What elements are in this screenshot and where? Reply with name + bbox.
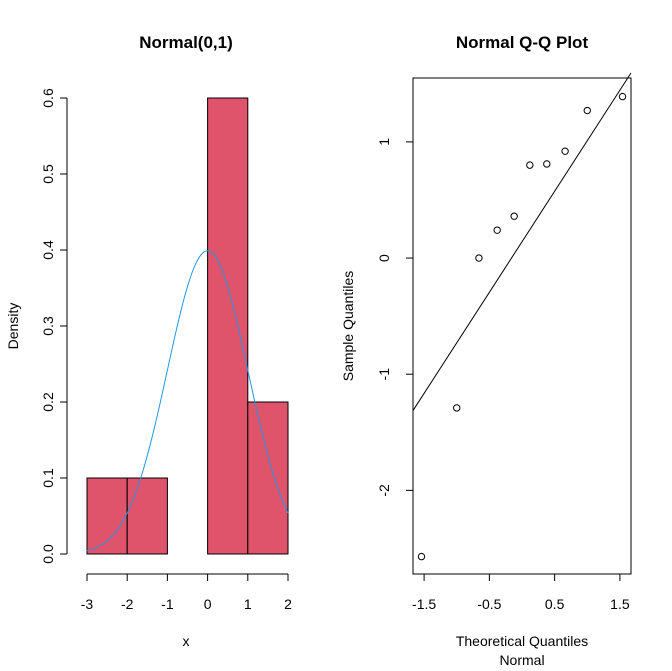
qq-y-tick-label: -1 [376, 368, 392, 381]
histogram-y-tick-label: 0.1 [40, 468, 56, 488]
qq-point-0 [417, 552, 426, 561]
histogram-y-tick-label: 0.5 [40, 164, 56, 184]
histogram-x-tick-label: 0 [204, 596, 212, 612]
histogram-y-tick-label: 0.3 [40, 316, 56, 336]
qq-x-axis: -1.5 -0.5 0.5 1.5 [412, 573, 630, 612]
histogram-bar-3 [207, 97, 249, 555]
qq-x-tick-label: -0.5 [477, 596, 501, 612]
qq-point-1 [453, 404, 461, 412]
density-curve [86, 250, 289, 552]
qq-y-label: Sample Quantiles [340, 271, 356, 382]
qq-x-tick-label: 0.5 [545, 596, 565, 612]
histogram-x-tick-label: -3 [81, 596, 94, 612]
qq-y-tick-label: 1 [376, 138, 392, 146]
histogram-bar-4 [247, 401, 289, 555]
histogram-x-tick-label: 2 [284, 596, 292, 612]
histogram-x-label: x [183, 633, 190, 649]
histogram-y-label: Density [5, 303, 21, 350]
qq-point-9 [618, 92, 627, 101]
histogram-title: Normal(0,1) [139, 33, 233, 52]
histogram-x-tick-label: 1 [244, 596, 252, 612]
qq-title: Normal Q-Q Plot [456, 33, 589, 52]
qq-plot-box [412, 77, 632, 575]
histogram-x-tick-label: -2 [121, 596, 134, 612]
qq-x-tick-label: -1.5 [412, 596, 436, 612]
qq-reference-line [412, 72, 632, 411]
qq-point-5 [526, 161, 534, 169]
histogram-panel: Normal(0,1) x Density -3 -2 -1 0 1 2 0.00.10.… [5, 33, 292, 649]
qq-points [417, 92, 627, 561]
qq-x-tick-label: 1.5 [610, 596, 630, 612]
histogram-x-tick-label: -1 [161, 596, 174, 612]
histogram-y-tick-label: 0.4 [40, 240, 56, 260]
histogram-x-axis: -3 -2 -1 0 1 2 [81, 573, 292, 612]
qq-point-7 [561, 147, 569, 155]
qq-x-label: Theoretical Quantiles [456, 633, 588, 649]
histogram-y-axis: 0.0 0.1 0.2 0.3 0.4 0.5 0.6 [40, 88, 68, 564]
histogram-bars [86, 97, 289, 555]
qq-point-3 [493, 226, 501, 234]
qq-x-sublabel: Normal [499, 652, 544, 668]
qq-point-8 [583, 106, 591, 115]
qq-point-4 [510, 212, 518, 220]
qq-y-tick-label: 0 [376, 254, 392, 262]
histogram-y-tick-label: 0.6 [40, 88, 56, 108]
histogram-y-tick-label: 0.0 [40, 544, 56, 564]
qq-point-2 [475, 254, 483, 262]
histogram-bar-1 [126, 477, 168, 555]
qq-y-tick-label: -2 [376, 484, 392, 497]
histogram-y-tick-label: 0.2 [40, 392, 56, 412]
qq-plot-panel: Normal Q-Q Plot Theoretical Quantiles No… [340, 33, 632, 668]
qq-y-axis: -2 -1 0 1 [376, 138, 413, 497]
qq-point-6 [543, 160, 551, 168]
histogram-bar-0 [86, 477, 128, 555]
